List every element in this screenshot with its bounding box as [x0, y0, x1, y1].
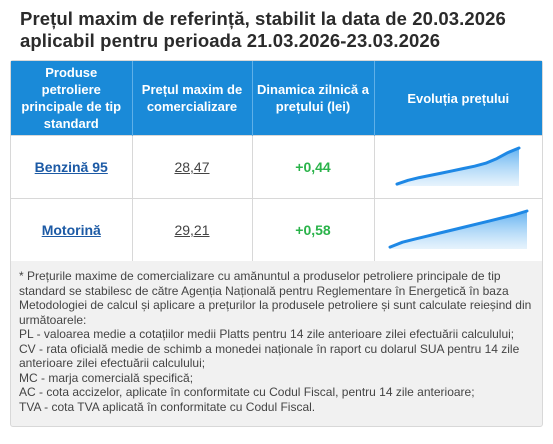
- title-line-2: aplicabil pentru perioada 21.03.2026-23.…: [20, 30, 441, 51]
- header-max-price: Prețul maxim de comercializare: [132, 61, 253, 136]
- page-title: Prețul maxim de referință, stabilit la d…: [20, 8, 543, 52]
- price-table: Produse petroliere principale de tip sta…: [11, 61, 542, 261]
- daily-change-value: +0,58: [295, 222, 331, 238]
- table-row: Motorină 29,21 +0,58: [11, 198, 542, 261]
- header-products: Produse petroliere principale de tip sta…: [11, 61, 133, 136]
- daily-change-value: +0,44: [295, 159, 331, 175]
- footnote-cv: CV - rata oficială medie de schimb a mon…: [19, 341, 520, 371]
- footnote-ac: AC - cota accizelor, aplicate în conform…: [19, 385, 475, 399]
- footnote-tva: TVA - cota TVA aplicată în conformitate …: [19, 399, 316, 414]
- price-value[interactable]: 29,21: [174, 222, 210, 238]
- trend-chart-motorina: [388, 209, 529, 249]
- header-daily-change: Dinamica zilnică a prețului (lei): [252, 61, 375, 136]
- table-header-row: Produse petroliere principale de tip sta…: [11, 61, 542, 136]
- footnote-pl: PL - valoarea medie a cotațiilor medii P…: [19, 327, 515, 341]
- footnotes: * Prețurile maxime de comercializare cu …: [11, 261, 542, 426]
- footnote-mc: MC - marja comercială specifică;: [19, 370, 194, 385]
- table-row: Benzină 95 28,47 +0,44: [11, 135, 542, 199]
- product-link-benzina-95[interactable]: Benzină 95: [34, 159, 108, 175]
- price-panel: Produse petroliere principale de tip sta…: [10, 60, 543, 427]
- trend-chart-benzina-95: [395, 146, 521, 186]
- header-price-evolution: Evoluția prețului: [374, 61, 542, 136]
- price-value[interactable]: 28,47: [174, 159, 210, 175]
- product-link-motorina[interactable]: Motorină: [41, 222, 101, 238]
- title-line-1: Prețul maxim de referință, stabilit la d…: [20, 8, 506, 29]
- trend-line: [395, 146, 521, 186]
- trend-line: [388, 209, 529, 249]
- footnote-intro: * Prețurile maxime de comercializare cu …: [19, 269, 532, 327]
- trend-area: [397, 148, 520, 186]
